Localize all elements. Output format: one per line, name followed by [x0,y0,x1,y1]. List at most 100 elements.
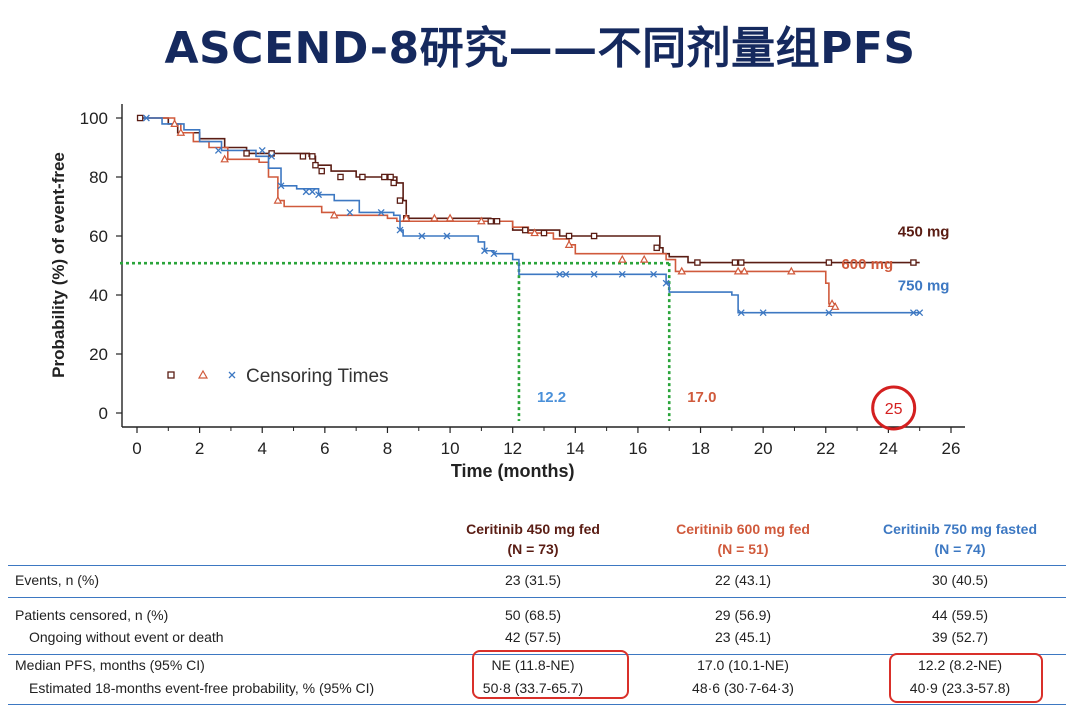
censor-mark-750-mg-13 [481,247,488,255]
censor-mark-750-mg-18 [618,270,626,278]
censor-mark-750-mg-24 [909,309,917,317]
censor-mark-450-mg-15 [493,217,501,225]
y-tick-label-20: 20 [89,345,108,364]
censor-mark-600-mg-6 [430,213,439,222]
cell-censored-450: 50 (68.5) [504,607,562,623]
table-rule-1 [8,597,1066,598]
x-tick-label-16: 16 [628,439,647,458]
x-tick-label-12: 12 [503,439,522,458]
censor-mark-450-mg-9 [381,173,388,181]
censor-mark-450-mg-20 [653,244,660,252]
cell-events-600: 22 (43.1) [714,572,772,588]
censor-mark-750-mg-9 [377,208,385,216]
censor-mark-600-mg-16 [787,266,796,275]
censor-mark-450-mg-11 [390,179,397,187]
cell-events-750: 30 (40.5) [931,572,989,588]
x-tick-label-18: 18 [691,439,710,458]
col-head-750: Ceritinib 750 mg fasted (N = 74) [850,519,1070,559]
censor-mark-450-mg-18 [565,232,573,240]
censor-mark-750-mg-10 [396,226,404,234]
cell-median-450: NE (11.8-NE) [491,657,575,673]
survival-curves [137,117,920,314]
censor-mark-600-mg-8 [477,216,486,225]
x-tick-label-20: 20 [754,439,773,458]
censor-mark-600-mg-14 [733,266,743,275]
censor-mark-750-mg-22 [759,309,767,317]
y-tick-label-100: 100 [80,109,108,128]
censor-mark-600-mg-18 [830,302,840,310]
censor-mark-600-mg-11 [617,254,627,263]
highlight-box-750 [889,653,1043,703]
legend-text: Censoring Times [246,366,389,387]
y-axis-label: Probability (%) of event-free [49,152,68,378]
censor-mark-600-mg-9 [530,228,539,237]
censor-mark-750-mg-4 [277,182,285,190]
cell-median-750: 12.2 (8.2-NE) [917,657,1003,673]
censor-mark-450-mg-8 [359,173,366,181]
censor-mark-750-mg-1 [214,146,222,154]
row-label-ongoing: Ongoing without event or death [29,629,224,645]
censor-mark-750-mg-2 [258,146,266,154]
censor-mark-750-mg-7 [315,191,323,199]
row-label-median: Median PFS, months (95% CI) [15,657,205,673]
censor-mark-450-mg-4 [309,153,316,160]
col-n-750: (N = 74) [934,541,986,557]
censor-mark-750-mg-15 [556,270,564,278]
curve-750-mg [137,117,920,314]
row-label-18m: Estimated 18-months event-free probabili… [29,680,375,696]
x-tick-label-2: 2 [195,439,204,458]
censor-mark-600-mg-5 [401,213,411,222]
censor-mark-450-mg-10 [387,173,394,181]
col-head-600: Ceritinib 600 mg fed (N = 51) [643,519,843,559]
col-title-450: Ceritinib 450 mg fed [466,521,600,537]
censor-mark-600-mg-12 [639,254,649,263]
curve-450-mg [137,117,920,264]
annotation-12.2: 12.2 [537,389,566,406]
censor-mark-750-mg-0 [142,114,150,122]
censor-mark-600-mg-4 [329,210,339,219]
annotation-17.0: 17.0 [687,389,716,406]
x-tick-label-24: 24 [879,439,898,458]
x-tick-label-0: 0 [132,439,141,458]
censor-mark-450-mg-0 [136,114,144,122]
x-tick-label-14: 14 [566,439,585,458]
censor-mark-450-mg-22 [731,259,739,266]
censor-mark-750-mg-21 [737,309,745,317]
censor-mark-450-mg-14 [487,217,495,225]
censor-mark-750-mg-3 [268,152,276,160]
table-rule-bottom [8,704,1066,705]
censor-mark-750-mg-23 [825,309,833,317]
highlight-circle-25 [871,385,917,431]
censor-mark-750-mg-25 [916,309,924,317]
cell-18m-450: 50·8 (33.7-65.7) [482,680,584,696]
censor-mark-600-mg-7 [445,213,455,222]
table-rule-2 [8,654,1066,655]
col-title-600: Ceritinib 600 mg fed [676,521,810,537]
cell-censored-750: 44 (59.5) [931,607,989,623]
series-label-600-mg: 600 mg [841,256,893,273]
censor-mark-750-mg-17 [590,270,598,278]
col-n-600: (N = 51) [717,541,769,557]
annotation-25: 25 [885,401,903,418]
censor-mark-600-mg-10 [564,240,574,248]
censor-mark-450-mg-1 [243,150,250,157]
cell-ongoing-750: 39 (52.7) [931,629,989,645]
censor-mark-750-mg-8 [346,208,354,216]
censor-mark-750-mg-14 [490,250,498,258]
slide-title: ASCEND-8研究——不同剂量组PFS [164,23,916,74]
col-title-750: Ceritinib 750 mg fasted [882,521,1038,537]
cell-18m-750: 40·9 (23.3-57.8) [909,680,1011,696]
row-label-events: Events, n (%) [15,572,100,588]
x-tick-label-22: 22 [816,439,835,458]
censor-mark-750-mg-16 [562,270,570,278]
x-tick-label-6: 6 [320,439,329,458]
cell-median-600: 17.0 (10.1-NE) [697,657,789,673]
censor-mark-600-mg-1 [176,128,186,136]
cell-censored-600: 29 (56.9) [714,607,772,623]
censor-mark-750-mg-20 [662,279,670,287]
row-label-censored: Patients censored, n (%) [15,607,169,623]
x-tick-label-4: 4 [257,439,266,458]
censor-mark-450-mg-16 [521,226,529,234]
censor-mark-450-mg-12 [396,197,404,204]
